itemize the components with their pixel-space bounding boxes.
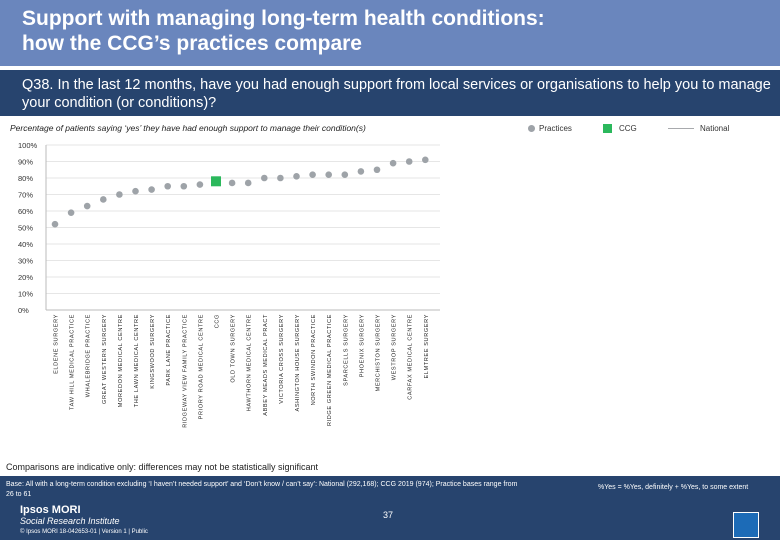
practice-point — [196, 181, 204, 188]
header-bar — [0, 0, 780, 66]
practice-point — [277, 174, 284, 182]
practice-point — [422, 156, 429, 164]
y-tick-label: 90% — [18, 158, 33, 167]
practice-point — [325, 171, 333, 178]
category-label: RIDGE GREEN MEDICAL PRACTICE — [327, 314, 333, 426]
practice-point — [180, 182, 188, 190]
category-label: KINGSWOOD SURGERY — [150, 314, 156, 389]
practice-point — [405, 158, 413, 165]
practice-point — [261, 174, 268, 182]
category-label: MOREDON MEDICAL CENTRE — [118, 314, 124, 407]
category-label: CCG — [215, 314, 221, 328]
y-tick-label: 0% — [18, 306, 29, 315]
category-label: PHOENIX SURGERY — [359, 314, 365, 377]
practice-point — [51, 220, 59, 228]
copyright-text: © Ipsos MORI 18-042653-01 | Version 1 | … — [20, 529, 148, 535]
legend-practices-label: Practices — [539, 124, 572, 133]
category-label: SPARCELLS SURGERY — [343, 314, 349, 386]
ipsos-mori-logo-text: Ipsos MORI — [20, 504, 81, 516]
legend-national: National — [668, 124, 729, 133]
category-label: CARFAX MEDICAL CENTRE — [408, 314, 414, 400]
category-label: WHALEBRIDGE PRACTICE — [86, 314, 92, 397]
category-label: VICTORIA CROSS SURGERY — [279, 314, 285, 404]
ipsos-logo-icon — [733, 512, 759, 538]
category-label: HAWTHORN MEDICAL CENTRE — [247, 314, 253, 411]
category-label: TAW HILL MEDICAL PRACTICE — [70, 314, 76, 410]
y-tick-label: 20% — [18, 273, 33, 282]
legend-ccg-marker — [603, 124, 612, 134]
category-label: ELMTREE SURGERY — [424, 314, 430, 379]
practice-point — [389, 159, 397, 167]
title-line-2: how the CCG’s practices compare — [22, 32, 362, 55]
y-tick-label: 30% — [18, 257, 33, 266]
ccg-point — [211, 176, 221, 187]
category-label: ELDENE SURGERY — [54, 314, 60, 374]
category-label: WESTROP SURGERY — [392, 314, 398, 380]
social-research-institute-text: Social Research Institute — [20, 516, 120, 526]
comparison-note: Comparisons are indicative only: differe… — [6, 462, 318, 472]
base-text: Base: All with a long-term condition exc… — [6, 481, 518, 498]
y-tick-label: 60% — [18, 207, 33, 216]
practice-point — [309, 171, 316, 178]
practice-point — [341, 171, 349, 178]
category-label: OLD TOWN SURGERY — [231, 314, 237, 383]
practice-point — [357, 168, 365, 175]
y-tick-label: 70% — [18, 191, 33, 200]
y-tick-label: 10% — [18, 290, 33, 299]
category-label: PARK LANE PRACTICE — [166, 314, 172, 386]
category-label: RIDGEWAY VIEW FAMILY PRACTICE — [182, 314, 188, 428]
practice-point — [373, 166, 381, 174]
yes-definition: %Yes = %Yes, definitely + %Yes, to some … — [598, 484, 749, 491]
category-label: NORTH SWINDON PRACTICE — [311, 314, 317, 405]
chart-subtitle: Percentage of patients saying ‘yes’ they… — [10, 123, 366, 133]
category-label: ASHINGTON HOUSE SURGERY — [295, 314, 301, 412]
practice-point — [148, 186, 155, 193]
y-tick-label: 100% — [18, 141, 38, 150]
practice-point — [116, 191, 123, 198]
y-tick-label: 40% — [18, 240, 33, 249]
page-number: 37 — [383, 510, 394, 520]
category-label: MERCHISTON SURGERY — [376, 314, 382, 391]
question-text: Q38. In the last 12 months, have you had… — [22, 77, 771, 111]
category-label: THE LAWN MEDICAL CENTRE — [134, 314, 140, 407]
legend-national-marker — [668, 128, 694, 130]
footer-band — [0, 476, 780, 540]
category-label: PRIORY ROAD MEDICAL CENTRE — [198, 314, 204, 419]
legend-national-label: National — [700, 124, 730, 133]
legend-practices-marker — [528, 125, 535, 133]
question-band — [0, 70, 780, 116]
practice-point — [164, 182, 171, 190]
legend-ccg-label: CCG — [619, 124, 637, 133]
practice-point — [293, 173, 300, 180]
legend-ccg: CCG — [603, 124, 637, 134]
category-label: ABBEY MEADS MEDICAL PRACT — [263, 314, 269, 416]
title-line-1: Support with managing long-term health c… — [22, 7, 545, 30]
practice-point — [100, 196, 107, 203]
practice-point — [83, 202, 91, 210]
practice-point — [67, 209, 75, 216]
practice-point — [244, 179, 252, 187]
category-label: GREAT WESTERN SURGERY — [102, 314, 108, 404]
y-tick-label: 50% — [18, 224, 33, 233]
page-title: Support with managing long-term health c… — [22, 6, 762, 56]
practice-point — [228, 179, 236, 187]
y-tick-label: 80% — [18, 174, 33, 183]
practice-point — [132, 187, 139, 195]
legend-practices: Practices — [528, 124, 572, 133]
